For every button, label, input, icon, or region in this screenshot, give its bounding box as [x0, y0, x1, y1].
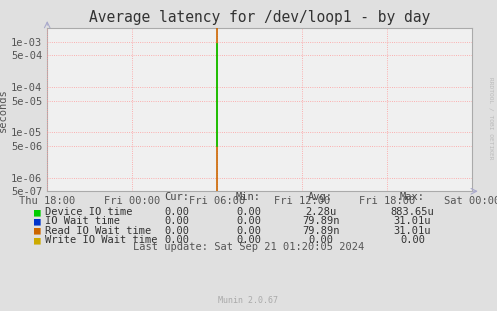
- Text: Min:: Min:: [236, 192, 261, 202]
- Text: 0.00: 0.00: [308, 235, 333, 245]
- Text: 31.01u: 31.01u: [394, 216, 431, 226]
- Text: Cur:: Cur:: [164, 192, 189, 202]
- Text: ■: ■: [34, 226, 41, 236]
- Text: 0.00: 0.00: [236, 207, 261, 217]
- Text: 883.65u: 883.65u: [391, 207, 434, 217]
- Text: 79.89n: 79.89n: [302, 216, 339, 226]
- Text: 0.00: 0.00: [164, 235, 189, 245]
- Text: IO Wait time: IO Wait time: [45, 216, 120, 226]
- Text: 0.00: 0.00: [164, 207, 189, 217]
- Text: ■: ■: [34, 207, 41, 217]
- Text: 0.00: 0.00: [236, 235, 261, 245]
- Text: 2.28u: 2.28u: [305, 207, 336, 217]
- Title: Average latency for /dev/loop1 - by day: Average latency for /dev/loop1 - by day: [89, 11, 430, 26]
- Text: Write IO Wait time: Write IO Wait time: [45, 235, 157, 245]
- Text: 31.01u: 31.01u: [394, 226, 431, 236]
- Text: Avg:: Avg:: [308, 192, 333, 202]
- Text: Device IO time: Device IO time: [45, 207, 132, 217]
- Text: ■: ■: [34, 235, 41, 245]
- Text: 0.00: 0.00: [164, 226, 189, 236]
- Text: 79.89n: 79.89n: [302, 226, 339, 236]
- Text: 0.00: 0.00: [236, 216, 261, 226]
- Text: Max:: Max:: [400, 192, 425, 202]
- Text: 0.00: 0.00: [164, 216, 189, 226]
- Text: Read IO Wait time: Read IO Wait time: [45, 226, 151, 236]
- Text: Munin 2.0.67: Munin 2.0.67: [219, 296, 278, 305]
- Text: 0.00: 0.00: [236, 226, 261, 236]
- Text: ■: ■: [34, 216, 41, 226]
- Text: RRDTOOL / TOBI OETIKER: RRDTOOL / TOBI OETIKER: [489, 77, 494, 160]
- Y-axis label: seconds: seconds: [0, 88, 8, 132]
- Text: 0.00: 0.00: [400, 235, 425, 245]
- Text: Last update: Sat Sep 21 01:20:05 2024: Last update: Sat Sep 21 01:20:05 2024: [133, 242, 364, 252]
